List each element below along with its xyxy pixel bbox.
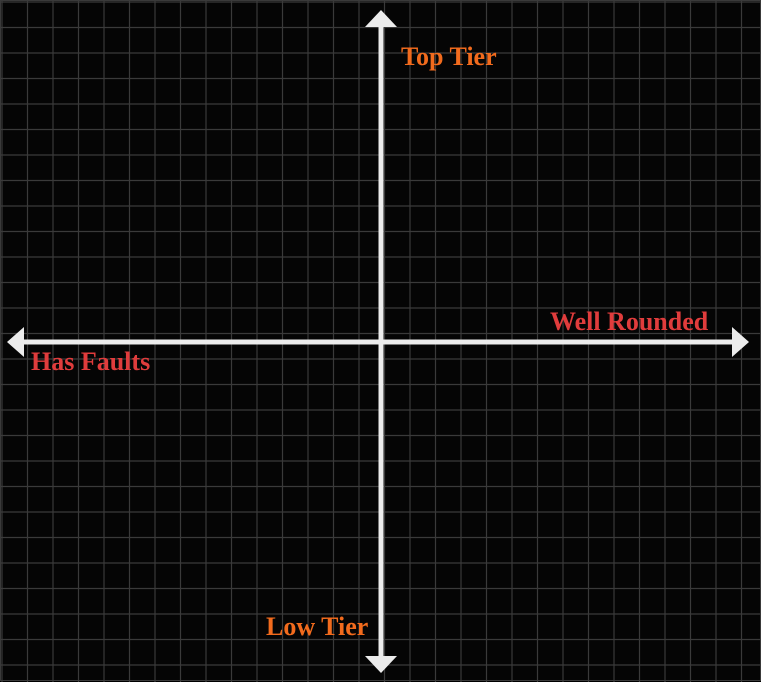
top-tier-label: Top Tier — [401, 42, 497, 71]
arrow-left-icon — [7, 327, 24, 357]
low-tier-label: Low Tier — [266, 612, 369, 641]
arrow-right-icon — [732, 327, 749, 357]
well-rounded-label: Well Rounded — [550, 307, 709, 336]
has-faults-label: Has Faults — [31, 347, 151, 376]
arrow-down-icon — [365, 656, 397, 673]
arrow-up-icon — [365, 10, 397, 27]
axes — [7, 10, 749, 673]
